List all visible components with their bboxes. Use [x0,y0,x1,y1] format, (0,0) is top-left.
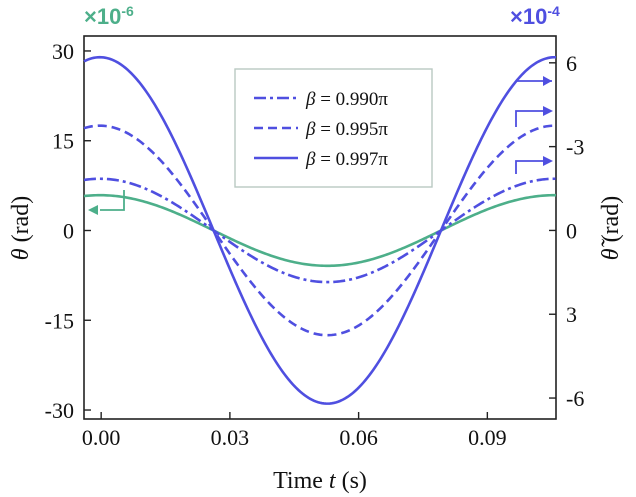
x-tick-label: 0.09 [468,425,507,450]
x-tick-label: 0.06 [339,425,378,450]
right-axis-arrow-3-head [543,156,553,166]
x-tick-label: 0.03 [211,425,250,450]
right-axis-arrow-2 [515,110,544,127]
series-line-3 [83,55,557,405]
left-axis-multiplier: ×10-6 [84,3,134,29]
legend-label: β = 0.995π [305,119,388,140]
series-line-1 [83,177,557,284]
left-y-tick-label: -30 [45,398,74,423]
right-y-tick-label: 0 [566,218,577,243]
plot-frame [83,35,557,420]
x-axis-title: Time t (s) [273,468,367,494]
series-line-2 [83,124,557,337]
right-y-tick-label: 6 [566,51,577,76]
right-axis-arrow-2-head [543,106,553,116]
series-line-0 [83,193,556,268]
data-curves [83,55,557,405]
legend-box [234,68,433,188]
left-y-tick-label: -15 [45,308,74,333]
left-y-tick-label: 0 [63,218,74,243]
right-axis-arrow-3 [515,160,544,174]
x-tick-label: 0.00 [82,425,121,450]
left-axis-title: θ (rad) [8,196,34,260]
right-y-tick-label: -6 [566,386,584,411]
legend-label: β = 0.997π [305,149,388,170]
left-y-tick-label: 15 [52,129,74,154]
right-axis-title: θ̃ (rad) [598,196,624,260]
right-y-tick-label: -3 [566,135,584,160]
right-axis-arrow-1-head [543,76,552,86]
left-axis-arrow-head [88,205,98,216]
right-axis-multiplier: ×10-4 [510,3,560,29]
axis-indicator-arrows [88,76,553,216]
left-axis-arrow [100,190,125,211]
left-y-tick-label: 30 [52,39,74,64]
legend-label: β = 0.990π [305,89,388,110]
right-y-tick-label: 3 [566,302,577,327]
legend: β = 0.990π β = 0.995π β = 0.997π [234,68,433,188]
